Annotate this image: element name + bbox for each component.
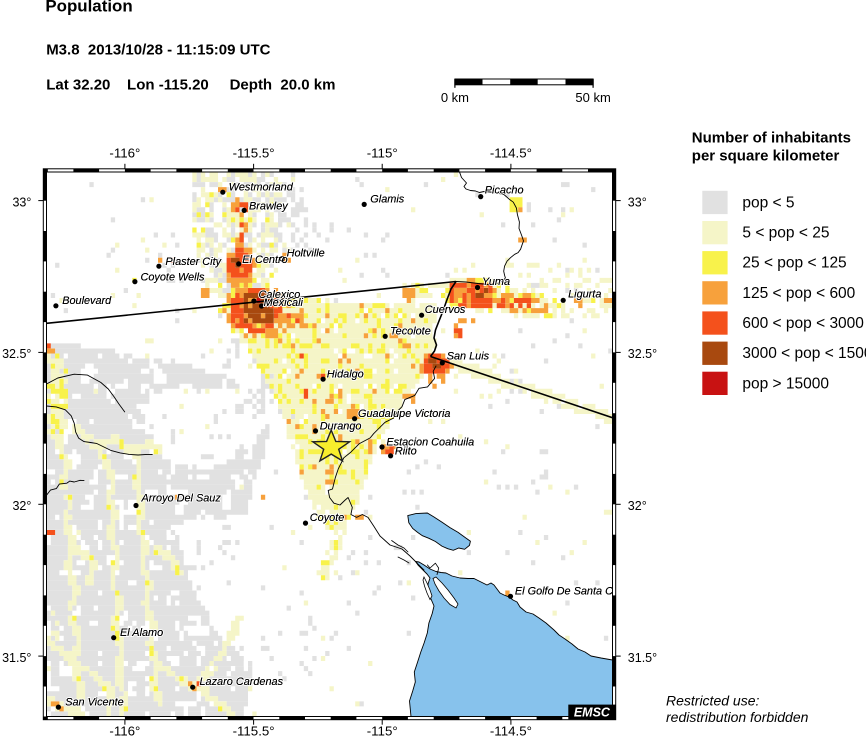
svg-text:Mexicali: Mexicali	[264, 297, 304, 309]
svg-text:Ligurta: Ligurta	[568, 289, 601, 301]
svg-text:Arroyo Del Sauz: Arroyo Del Sauz	[141, 493, 222, 505]
svg-text:600 < pop < 3000: 600 < pop < 3000	[742, 315, 864, 332]
svg-text:San Vicente: San Vicente	[65, 697, 124, 709]
svg-text:M3.8 2013/10/28 - 11:15:09 UT: M3.8 2013/10/28 - 11:15:09 UTC	[46, 41, 270, 58]
svg-text:Plaster City: Plaster City	[165, 256, 221, 268]
svg-text:Guadalupe Victoria: Guadalupe Victoria	[358, 408, 450, 420]
svg-text:Ligurta: Ligurta	[568, 289, 601, 301]
svg-text:Picacho: Picacho	[485, 185, 524, 197]
svg-text:Calexico: Calexico	[259, 289, 301, 301]
svg-text:Population: Population	[45, 0, 132, 16]
svg-text:Coyote: Coyote	[310, 512, 345, 524]
svg-text:-116°: -116°	[109, 146, 140, 161]
svg-text:San Luis: San Luis	[447, 351, 490, 363]
svg-text:EMSC: EMSC	[574, 706, 611, 720]
svg-text:Estacion Coahuila: Estacion Coahuila	[386, 437, 474, 449]
svg-text:3000 < pop < 15000: 3000 < pop < 15000	[742, 345, 866, 362]
svg-text:Yuma: Yuma	[482, 276, 510, 288]
svg-text:125 < pop < 600: 125 < pop < 600	[742, 285, 855, 302]
svg-text:Westmorland: Westmorland	[229, 182, 294, 194]
svg-text:32°: 32°	[12, 499, 31, 513]
svg-text:-115°: -115°	[367, 724, 398, 739]
svg-text:Boulevard: Boulevard	[62, 295, 112, 307]
svg-text:Holtville: Holtville	[287, 248, 325, 260]
svg-text:Riito: Riito	[395, 446, 417, 458]
svg-text:Number of inhabitants: Number of inhabitants	[692, 130, 851, 147]
svg-text:32.5°: 32.5°	[2, 347, 31, 361]
svg-text:El Golfo De Santa Clara: El Golfo De Santa Clara	[515, 586, 631, 598]
svg-text:-115°: -115°	[367, 146, 398, 161]
svg-text:33°: 33°	[628, 195, 647, 209]
svg-text:Lazaro Cardenas: Lazaro Cardenas	[200, 676, 284, 688]
svg-text:Estacion Coahuila: Estacion Coahuila	[386, 437, 474, 449]
svg-text:Boulevard: Boulevard	[62, 295, 112, 307]
svg-text:Restricted use:: Restricted use:	[666, 693, 759, 709]
svg-text:Glamis: Glamis	[370, 194, 404, 206]
svg-text:Brawley: Brawley	[249, 201, 288, 213]
svg-text:El Centro: El Centro	[242, 254, 287, 266]
svg-text:El Centro: El Centro	[242, 254, 287, 266]
svg-text:pop < 5: pop < 5	[742, 194, 794, 211]
svg-text:redistribution forbidden: redistribution forbidden	[666, 709, 809, 725]
svg-text:-114.5°: -114.5°	[490, 724, 532, 739]
svg-text:Cuervos: Cuervos	[425, 304, 466, 316]
svg-text:Guadalupe Victoria: Guadalupe Victoria	[358, 408, 450, 420]
svg-text:Mexicali: Mexicali	[264, 297, 304, 309]
svg-text:Calexico: Calexico	[259, 289, 301, 301]
svg-text:per square kilometer: per square kilometer	[692, 147, 840, 164]
svg-text:Picacho: Picacho	[485, 185, 524, 197]
svg-text:-115.5°: -115.5°	[233, 724, 275, 739]
svg-text:El Alamo: El Alamo	[120, 627, 163, 639]
svg-text:50 km: 50 km	[575, 90, 610, 105]
svg-text:Cuervos: Cuervos	[425, 304, 466, 316]
svg-text:Hidalgo: Hidalgo	[327, 369, 364, 381]
svg-text:31.5°: 31.5°	[2, 651, 31, 665]
svg-text:Coyote: Coyote	[310, 512, 345, 524]
svg-text:32.5°: 32.5°	[628, 347, 657, 361]
svg-text:Tecolote: Tecolote	[390, 326, 431, 338]
svg-text:5 < pop < 25: 5 < pop < 25	[742, 225, 829, 242]
svg-text:33°: 33°	[12, 195, 31, 209]
svg-text:31.5°: 31.5°	[628, 651, 657, 665]
svg-text:Durango: Durango	[320, 421, 362, 433]
svg-text:-116°: -116°	[109, 724, 140, 739]
svg-text:Tecolote: Tecolote	[390, 326, 431, 338]
svg-text:Coyote Wells: Coyote Wells	[141, 272, 206, 284]
svg-text:Riito: Riito	[395, 446, 417, 458]
svg-text:El Golfo De Santa Clara: El Golfo De Santa Clara	[515, 586, 631, 598]
svg-text:0 km: 0 km	[441, 90, 469, 105]
svg-text:San Luis: San Luis	[447, 351, 490, 363]
svg-text:Yuma: Yuma	[482, 276, 510, 288]
svg-text:Glamis: Glamis	[370, 194, 404, 206]
svg-text:Westmorland: Westmorland	[229, 182, 294, 194]
svg-text:Lat 32.20 Lon -115.20 D: Lat 32.20 Lon -115.20 Depth 20.0 km	[46, 76, 335, 93]
svg-text:pop > 15000: pop > 15000	[742, 375, 829, 392]
svg-text:San Vicente: San Vicente	[65, 697, 124, 709]
svg-text:Holtville: Holtville	[287, 248, 325, 260]
svg-text:-114.5°: -114.5°	[490, 146, 532, 161]
svg-text:Arroyo Del Sauz: Arroyo Del Sauz	[141, 493, 222, 505]
svg-text:32°: 32°	[628, 499, 647, 513]
svg-text:-115.5°: -115.5°	[233, 146, 275, 161]
svg-text:El Alamo: El Alamo	[120, 627, 163, 639]
svg-text:Hidalgo: Hidalgo	[327, 369, 364, 381]
svg-text:Coyote Wells: Coyote Wells	[141, 272, 206, 284]
svg-text:Lazaro Cardenas: Lazaro Cardenas	[200, 676, 284, 688]
svg-text:Durango: Durango	[320, 421, 362, 433]
svg-text:Brawley: Brawley	[249, 201, 288, 213]
svg-text:25 < pop < 125: 25 < pop < 125	[742, 255, 846, 272]
svg-text:Plaster City: Plaster City	[165, 256, 221, 268]
